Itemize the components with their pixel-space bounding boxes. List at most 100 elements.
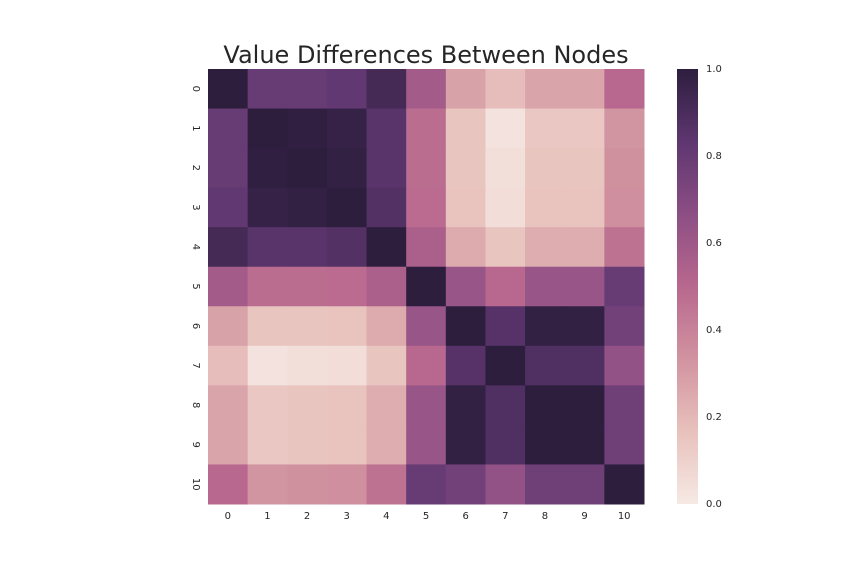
heatmap-cell-r6-c1 [247, 306, 288, 347]
heatmap-cell-r0-c1 [247, 69, 288, 110]
heatmap-cell-r7-c7 [485, 345, 526, 386]
heatmap-cell-r3-c4 [366, 187, 407, 228]
x-tick-label: 5 [423, 511, 429, 522]
heatmap-cell-r5-c4 [366, 266, 407, 307]
heatmap-cell-r0-c3 [326, 69, 368, 110]
heatmap-cell-r0-c4 [366, 69, 407, 110]
heatmap-cell-r1-c2 [287, 108, 328, 149]
heatmap-cell-r4-c1 [247, 227, 288, 268]
heatmap-cell-r1-c0 [208, 108, 249, 149]
heatmap-cell-r2-c4 [366, 148, 407, 189]
x-tick-label: 9 [581, 511, 587, 522]
heatmap-cell-r7-c10 [604, 345, 645, 386]
heatmap-cell-r10-c4 [366, 464, 407, 505]
heatmap-cell-r10-c10 [604, 464, 645, 505]
heatmap-cell-r6-c5 [406, 306, 447, 347]
heatmap-cell-r4-c6 [445, 227, 486, 268]
y-tick-label: 2 [190, 165, 201, 171]
heatmap-cell-r9-c5 [406, 424, 447, 465]
heatmap-cells [208, 69, 645, 505]
x-tick-label: 10 [618, 511, 631, 522]
heatmap-cell-r9-c0 [208, 424, 249, 465]
x-tick-label: 3 [344, 511, 350, 522]
heatmap-cell-r9-c9 [564, 424, 605, 465]
colorbar-tick-label: 0.6 [706, 238, 722, 249]
heatmap-cell-r4-c4 [366, 227, 407, 268]
heatmap-cell-r4-c0 [208, 227, 249, 268]
heatmap-cell-r2-c6 [445, 148, 486, 189]
heatmap-cell-r8-c10 [604, 385, 645, 426]
heatmap-cell-r6-c4 [366, 306, 407, 347]
heatmap-cell-r9-c6 [445, 424, 486, 465]
heatmap-cell-r5-c1 [247, 266, 288, 307]
heatmap-cell-r10-c9 [564, 464, 605, 505]
heatmap-cell-r10-c5 [406, 464, 447, 505]
heatmap-cell-r5-c7 [485, 266, 526, 307]
heatmap-cell-r4-c9 [564, 227, 605, 268]
heatmap-cell-r4-c7 [485, 227, 526, 268]
heatmap-cell-r10-c2 [287, 464, 328, 505]
chart-title: Value Differences Between Nodes [223, 41, 628, 69]
heatmap-cell-r1-c4 [366, 108, 407, 149]
heatmap-cell-r6-c2 [287, 306, 328, 347]
x-tick-label: 0 [225, 511, 231, 522]
x-tick-label: 1 [264, 511, 270, 522]
heatmap-cell-r2-c3 [326, 148, 368, 189]
heatmap-cell-r2-c2 [287, 148, 328, 189]
heatmap-cell-r9-c1 [247, 424, 288, 465]
heatmap-cell-r3-c6 [445, 187, 486, 228]
heatmap-cell-r4-c5 [406, 227, 447, 268]
heatmap-cell-r5-c2 [287, 266, 328, 307]
heatmap-cell-r6-c10 [604, 306, 645, 347]
x-tick-label: 6 [462, 511, 468, 522]
heatmap-cell-r2-c10 [604, 148, 645, 189]
y-tick-label: 5 [190, 283, 201, 289]
x-tick-label: 8 [542, 511, 548, 522]
heatmap-cell-r4-c2 [287, 227, 328, 268]
heatmap-cell-r1-c1 [247, 108, 288, 149]
heatmap-cell-r0-c0 [208, 69, 249, 110]
y-tick-label: 6 [190, 323, 201, 329]
y-tick-label: 10 [190, 478, 201, 491]
heatmap-cell-r8-c8 [525, 385, 566, 426]
colorbar-tick-label: 0.0 [706, 499, 722, 510]
heatmap-cell-r10-c0 [208, 464, 249, 505]
heatmap-cell-r9-c7 [485, 424, 526, 465]
heatmap-cell-r10-c8 [525, 464, 566, 505]
heatmap-cell-r0-c7 [485, 69, 526, 110]
x-tick-label: 4 [383, 511, 389, 522]
heatmap-cell-r8-c1 [247, 385, 288, 426]
heatmap-cell-r7-c1 [247, 345, 288, 386]
heatmap-cell-r10-c1 [247, 464, 288, 505]
heatmap-cell-r8-c3 [326, 385, 368, 426]
colorbar-tick-label: 0.8 [706, 151, 722, 162]
heatmap-cell-r4-c3 [326, 227, 368, 268]
heatmap-cell-r9-c2 [287, 424, 328, 465]
heatmap-cell-r1-c10 [604, 108, 645, 149]
heatmap-cell-r2-c1 [247, 148, 288, 189]
heatmap-cell-r10-c7 [485, 464, 526, 505]
heatmap-cell-r7-c4 [366, 345, 407, 386]
y-tick-label: 1 [190, 125, 201, 131]
heatmap-cell-r10-c6 [445, 464, 486, 505]
y-tick-label: 9 [190, 441, 201, 447]
heatmap-cell-r5-c9 [564, 266, 605, 307]
heatmap-cell-r7-c9 [564, 345, 605, 386]
heatmap-cell-r9-c8 [525, 424, 566, 465]
heatmap-cell-r6-c8 [525, 306, 566, 347]
heatmap-cell-r7-c2 [287, 345, 328, 386]
heatmap-cell-r8-c6 [445, 385, 486, 426]
heatmap-cell-r6-c7 [485, 306, 526, 347]
heatmap-cell-r2-c5 [406, 148, 447, 189]
heatmap-cell-r2-c9 [564, 148, 605, 189]
heatmap-cell-r2-c8 [525, 148, 566, 189]
heatmap-cell-r3-c8 [525, 187, 566, 228]
y-tick-label: 8 [190, 402, 201, 408]
heatmap-cell-r0-c6 [445, 69, 486, 110]
heatmap-cell-r2-c0 [208, 148, 249, 189]
colorbar [677, 69, 698, 504]
heatmap-cell-r5-c3 [326, 266, 368, 307]
y-tick-label: 7 [190, 362, 201, 368]
heatmap-cell-r5-c8 [525, 266, 566, 307]
